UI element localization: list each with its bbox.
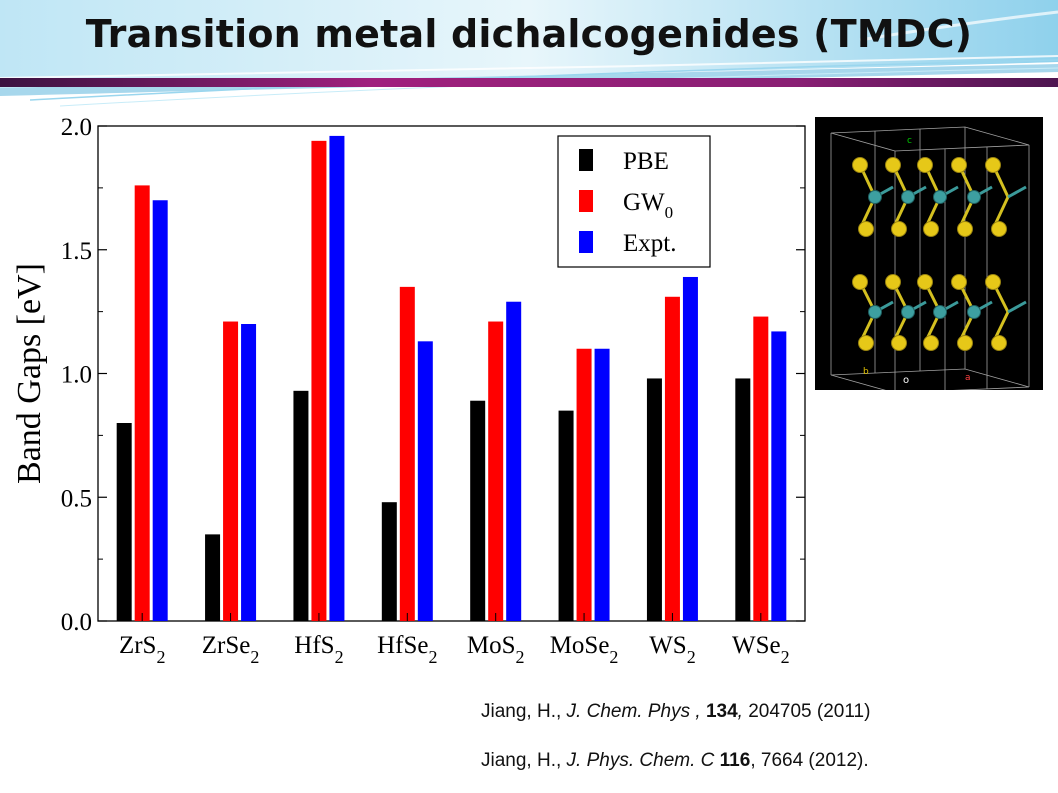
crystal-structure-image: c b o a bbox=[815, 117, 1043, 390]
bar-expt-wse2 bbox=[771, 331, 787, 621]
inset-axis-c-label: c bbox=[907, 136, 912, 146]
bar-pbe-hfs2 bbox=[293, 390, 309, 621]
bar-gw-wse2 bbox=[753, 316, 769, 621]
reference-1: Jiang, H., J. Chem. Phys , 134, 204705 (… bbox=[481, 701, 870, 723]
x-tick-label: WS2 bbox=[649, 632, 696, 667]
metal-atom bbox=[967, 190, 981, 204]
x-tick-label: ZrSe2 bbox=[202, 632, 260, 667]
legend-swatch bbox=[579, 149, 593, 171]
reference-separator: , bbox=[750, 750, 756, 771]
chalcogen-atom bbox=[951, 157, 967, 173]
metal-atom bbox=[901, 305, 915, 319]
reference-separator: , bbox=[737, 701, 743, 722]
legend-swatch bbox=[579, 190, 593, 212]
bar-expt-ws2 bbox=[682, 276, 698, 621]
y-tick-label: 0.0 bbox=[61, 609, 92, 636]
inset-origin-label: o bbox=[903, 375, 909, 386]
y-tick-label: 0.5 bbox=[61, 485, 92, 512]
bar-gw-hfs2 bbox=[311, 140, 327, 621]
legend-label: PBE bbox=[623, 148, 669, 175]
legend-label: Expt. bbox=[623, 230, 676, 257]
reference-author: Jiang, H., bbox=[481, 750, 567, 771]
bar-expt-zrs2 bbox=[152, 200, 168, 621]
chalcogen-atom bbox=[852, 274, 868, 290]
chalcogen-atom bbox=[885, 274, 901, 290]
chalcogen-atom bbox=[917, 157, 933, 173]
chalcogen-atom bbox=[923, 335, 939, 351]
x-tick-label: MoS2 bbox=[467, 632, 525, 667]
x-tick-label: HfS2 bbox=[294, 632, 343, 667]
reference-2: Jiang, H., J. Phys. Chem. C 116, 7664 (2… bbox=[481, 750, 869, 772]
legend-label: GW0 bbox=[623, 189, 673, 222]
reference-pages-year: 204705 (2011) bbox=[742, 701, 871, 722]
x-tick-label: ZrS2 bbox=[119, 632, 166, 667]
chalcogen-atom bbox=[991, 335, 1007, 351]
reference-author: Jiang, H., bbox=[481, 701, 567, 722]
chalcogen-atom bbox=[891, 335, 907, 351]
reference-pages-year: 7664 (2012). bbox=[755, 750, 869, 771]
chalcogen-atom bbox=[891, 221, 907, 237]
bar-pbe-ws2 bbox=[646, 378, 662, 621]
bar-expt-hfse2 bbox=[417, 341, 433, 621]
bar-pbe-wse2 bbox=[735, 378, 751, 621]
bar-expt-mose2 bbox=[594, 348, 610, 621]
chalcogen-atom bbox=[957, 221, 973, 237]
bar-gw-mos2 bbox=[488, 321, 504, 621]
metal-atom bbox=[868, 305, 882, 319]
bond bbox=[1007, 185, 1027, 199]
y-tick-label: 1.5 bbox=[61, 238, 92, 265]
bar-pbe-hfse2 bbox=[381, 502, 397, 621]
reference-journal: J. Chem. Phys , bbox=[566, 701, 701, 722]
chalcogen-atom bbox=[858, 335, 874, 351]
chalcogen-atom bbox=[852, 157, 868, 173]
chalcogen-atom bbox=[991, 221, 1007, 237]
reference-volume: 116 bbox=[719, 750, 751, 771]
legend-swatch bbox=[579, 231, 593, 253]
bar-gw-zrse2 bbox=[223, 321, 239, 621]
inset-axis-a-label: a bbox=[965, 373, 971, 383]
reference-volume: 134 bbox=[705, 701, 738, 722]
reference-journal: J. Phys. Chem. C bbox=[566, 750, 715, 771]
bar-pbe-mose2 bbox=[558, 410, 574, 621]
band-gap-chart: 0.0 0.5 1.0 1.5 2.0 Band Gaps [eV] ZrS2 ZrSe2 Hf… bbox=[11, 114, 806, 667]
header-decoration bbox=[0, 0, 1058, 107]
bar-gw-hfse2 bbox=[399, 286, 415, 621]
chalcogen-atom bbox=[957, 335, 973, 351]
metal-atom bbox=[901, 190, 915, 204]
slide-title: Transition metal dichalcogenides (TMDC) bbox=[85, 12, 973, 56]
y-tick-label: 1.0 bbox=[61, 362, 92, 389]
inset-axis-b-label: b bbox=[863, 367, 869, 377]
chart-legend: PBE GW0 Expt. bbox=[557, 135, 711, 268]
chalcogen-atom bbox=[885, 157, 901, 173]
chalcogen-atom bbox=[985, 274, 1001, 290]
bar-expt-mos2 bbox=[506, 301, 522, 621]
bar-pbe-zrse2 bbox=[205, 534, 221, 621]
x-tick-label: WSe2 bbox=[732, 632, 790, 667]
metal-atom bbox=[933, 190, 947, 204]
chalcogen-atom bbox=[858, 221, 874, 237]
y-axis-label: Band Gaps [eV] bbox=[11, 263, 48, 484]
bar-pbe-zrs2 bbox=[116, 423, 132, 621]
bond bbox=[1007, 300, 1027, 314]
chalcogen-atom bbox=[923, 221, 939, 237]
y-tick-label: 2.0 bbox=[61, 114, 92, 141]
x-tick-label: MoSe2 bbox=[550, 632, 619, 667]
chalcogen-atom bbox=[985, 157, 1001, 173]
bar-expt-zrse2 bbox=[241, 324, 257, 621]
x-tick-label: HfSe2 bbox=[377, 632, 437, 667]
metal-atom bbox=[967, 305, 981, 319]
metal-atom bbox=[933, 305, 947, 319]
metal-atom bbox=[868, 190, 882, 204]
chalcogen-atom bbox=[917, 274, 933, 290]
bar-gw-zrs2 bbox=[134, 185, 150, 621]
bar-gw-mose2 bbox=[576, 348, 592, 621]
bar-pbe-mos2 bbox=[470, 400, 486, 621]
bar-expt-hfs2 bbox=[329, 135, 345, 621]
chalcogen-atom bbox=[951, 274, 967, 290]
bar-gw-ws2 bbox=[664, 296, 680, 621]
